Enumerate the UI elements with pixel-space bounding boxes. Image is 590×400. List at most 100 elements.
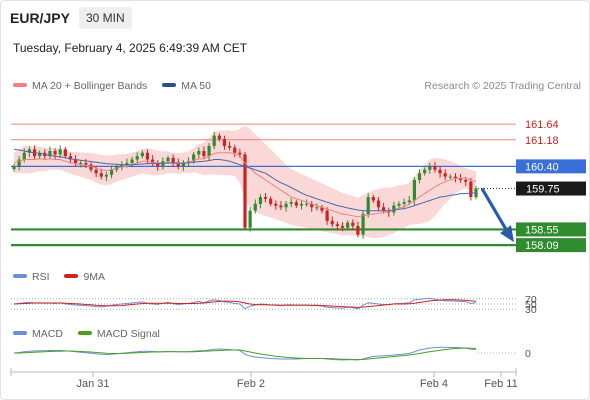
x-tick-label-2: Feb 4: [420, 378, 448, 390]
symbol-title: EUR/JPY: [10, 10, 70, 26]
legend-macd: MACD MACD Signal: [13, 328, 160, 340]
candle-body: [351, 222, 355, 227]
candle-body: [315, 207, 319, 209]
last-price-label: 159.75: [526, 184, 560, 196]
candle-body: [371, 197, 375, 201]
candle-body: [417, 173, 422, 180]
candle-body: [125, 162, 129, 165]
legend-ma20: MA 20 + Bollinger Bands: [32, 80, 148, 92]
ma50-swatch: [162, 83, 177, 88]
candle-body: [335, 224, 339, 227]
legend-signal-label: MACD Signal: [96, 328, 160, 340]
macd-signal-line: [14, 347, 477, 360]
level-label-0: 161.64: [525, 119, 559, 131]
candle-body: [109, 169, 114, 175]
candle-body: [166, 157, 170, 162]
candle-body: [284, 203, 288, 208]
candle-body: [289, 202, 293, 204]
candle-body: [438, 169, 442, 174]
candle-body: [99, 173, 103, 177]
legend-macd-label: MACD: [32, 328, 63, 340]
candle-body: [346, 222, 350, 228]
candle-body: [207, 145, 211, 157]
rsi-tick-2: 30: [525, 304, 537, 316]
rsi-ma-swatch: [64, 274, 79, 279]
candle-body: [74, 159, 78, 163]
legend-rsi: RSI 9MA: [13, 271, 105, 283]
candle-body: [38, 152, 42, 157]
candle-body: [248, 210, 252, 228]
candle-body: [79, 162, 83, 164]
level-label-1: 161.18: [525, 135, 559, 147]
ma50-line: [13, 148, 476, 212]
candle-body: [238, 152, 242, 155]
candle-body: [217, 135, 221, 140]
forecast-arrow-shaft: [480, 187, 509, 232]
candle-body: [269, 198, 273, 204]
candle-body: [407, 200, 411, 203]
candle-body: [140, 152, 144, 157]
macd-tick-zero: 0: [525, 348, 531, 360]
macd-swatch: [13, 331, 27, 336]
level-tag-5: [516, 238, 586, 253]
candle-body: [58, 149, 62, 155]
candle-body: [433, 166, 437, 170]
level-label-4: 158.55: [525, 224, 559, 236]
candle-body: [392, 205, 396, 213]
candle-body: [340, 226, 345, 228]
candle-body: [176, 162, 180, 167]
rsi-swatch: [13, 274, 27, 279]
candle-body: [382, 207, 386, 211]
legend-ma50: MA 50: [181, 80, 211, 92]
candle-body: [84, 162, 88, 165]
ma20-swatch: [13, 83, 27, 88]
candle-body: [222, 139, 227, 146]
candle-body: [12, 166, 16, 170]
candle-body: [228, 145, 232, 148]
candle-body: [397, 203, 401, 206]
candle-body: [402, 202, 406, 204]
candle-body: [17, 159, 21, 167]
timeframe-badge[interactable]: 30 MIN: [79, 7, 132, 29]
candle-body: [448, 176, 452, 178]
candle-body: [294, 202, 298, 206]
candle-body: [356, 226, 360, 235]
candle-body: [161, 161, 165, 167]
candle-body: [305, 203, 309, 205]
candle-body: [192, 154, 196, 162]
candle-body: [453, 176, 458, 179]
candle-body: [274, 203, 278, 206]
ma20-line: [13, 152, 477, 218]
rsi-tick-0: 70: [525, 294, 537, 306]
candle-body: [279, 205, 283, 208]
level-label-2: 160.40: [525, 161, 559, 173]
x-tick-label-1: Feb 2: [237, 378, 265, 390]
rsi-ma-line: [13, 299, 477, 308]
candle-body: [469, 181, 473, 198]
candle-body: [376, 200, 381, 208]
candle-body: [202, 151, 206, 157]
candle-body: [366, 197, 370, 215]
candle-body: [464, 180, 468, 182]
legend-main: MA 20 + Bollinger Bands MA 50: [13, 80, 211, 92]
candle-body: [48, 151, 52, 157]
candle-body: [197, 151, 201, 155]
candle-body: [135, 156, 139, 160]
candle-body: [459, 178, 463, 180]
candle-body: [423, 169, 427, 174]
last-price-tag: [516, 181, 586, 196]
level-label-5: 158.09: [525, 240, 559, 252]
candle-body: [243, 154, 247, 228]
candle-body: [310, 203, 314, 208]
candle-body: [104, 174, 108, 177]
candle-body: [253, 203, 257, 211]
signal-swatch: [77, 331, 92, 336]
candle-body: [156, 162, 160, 167]
candle-body: [130, 159, 134, 163]
datetime-label: Tuesday, February 4, 2025 6:49:39 AM CET: [13, 41, 248, 55]
level-tag-4: [516, 222, 586, 237]
macd-line: [13, 346, 477, 361]
x-tick-label-0: Jan 31: [76, 378, 109, 390]
candle-body: [320, 207, 324, 211]
